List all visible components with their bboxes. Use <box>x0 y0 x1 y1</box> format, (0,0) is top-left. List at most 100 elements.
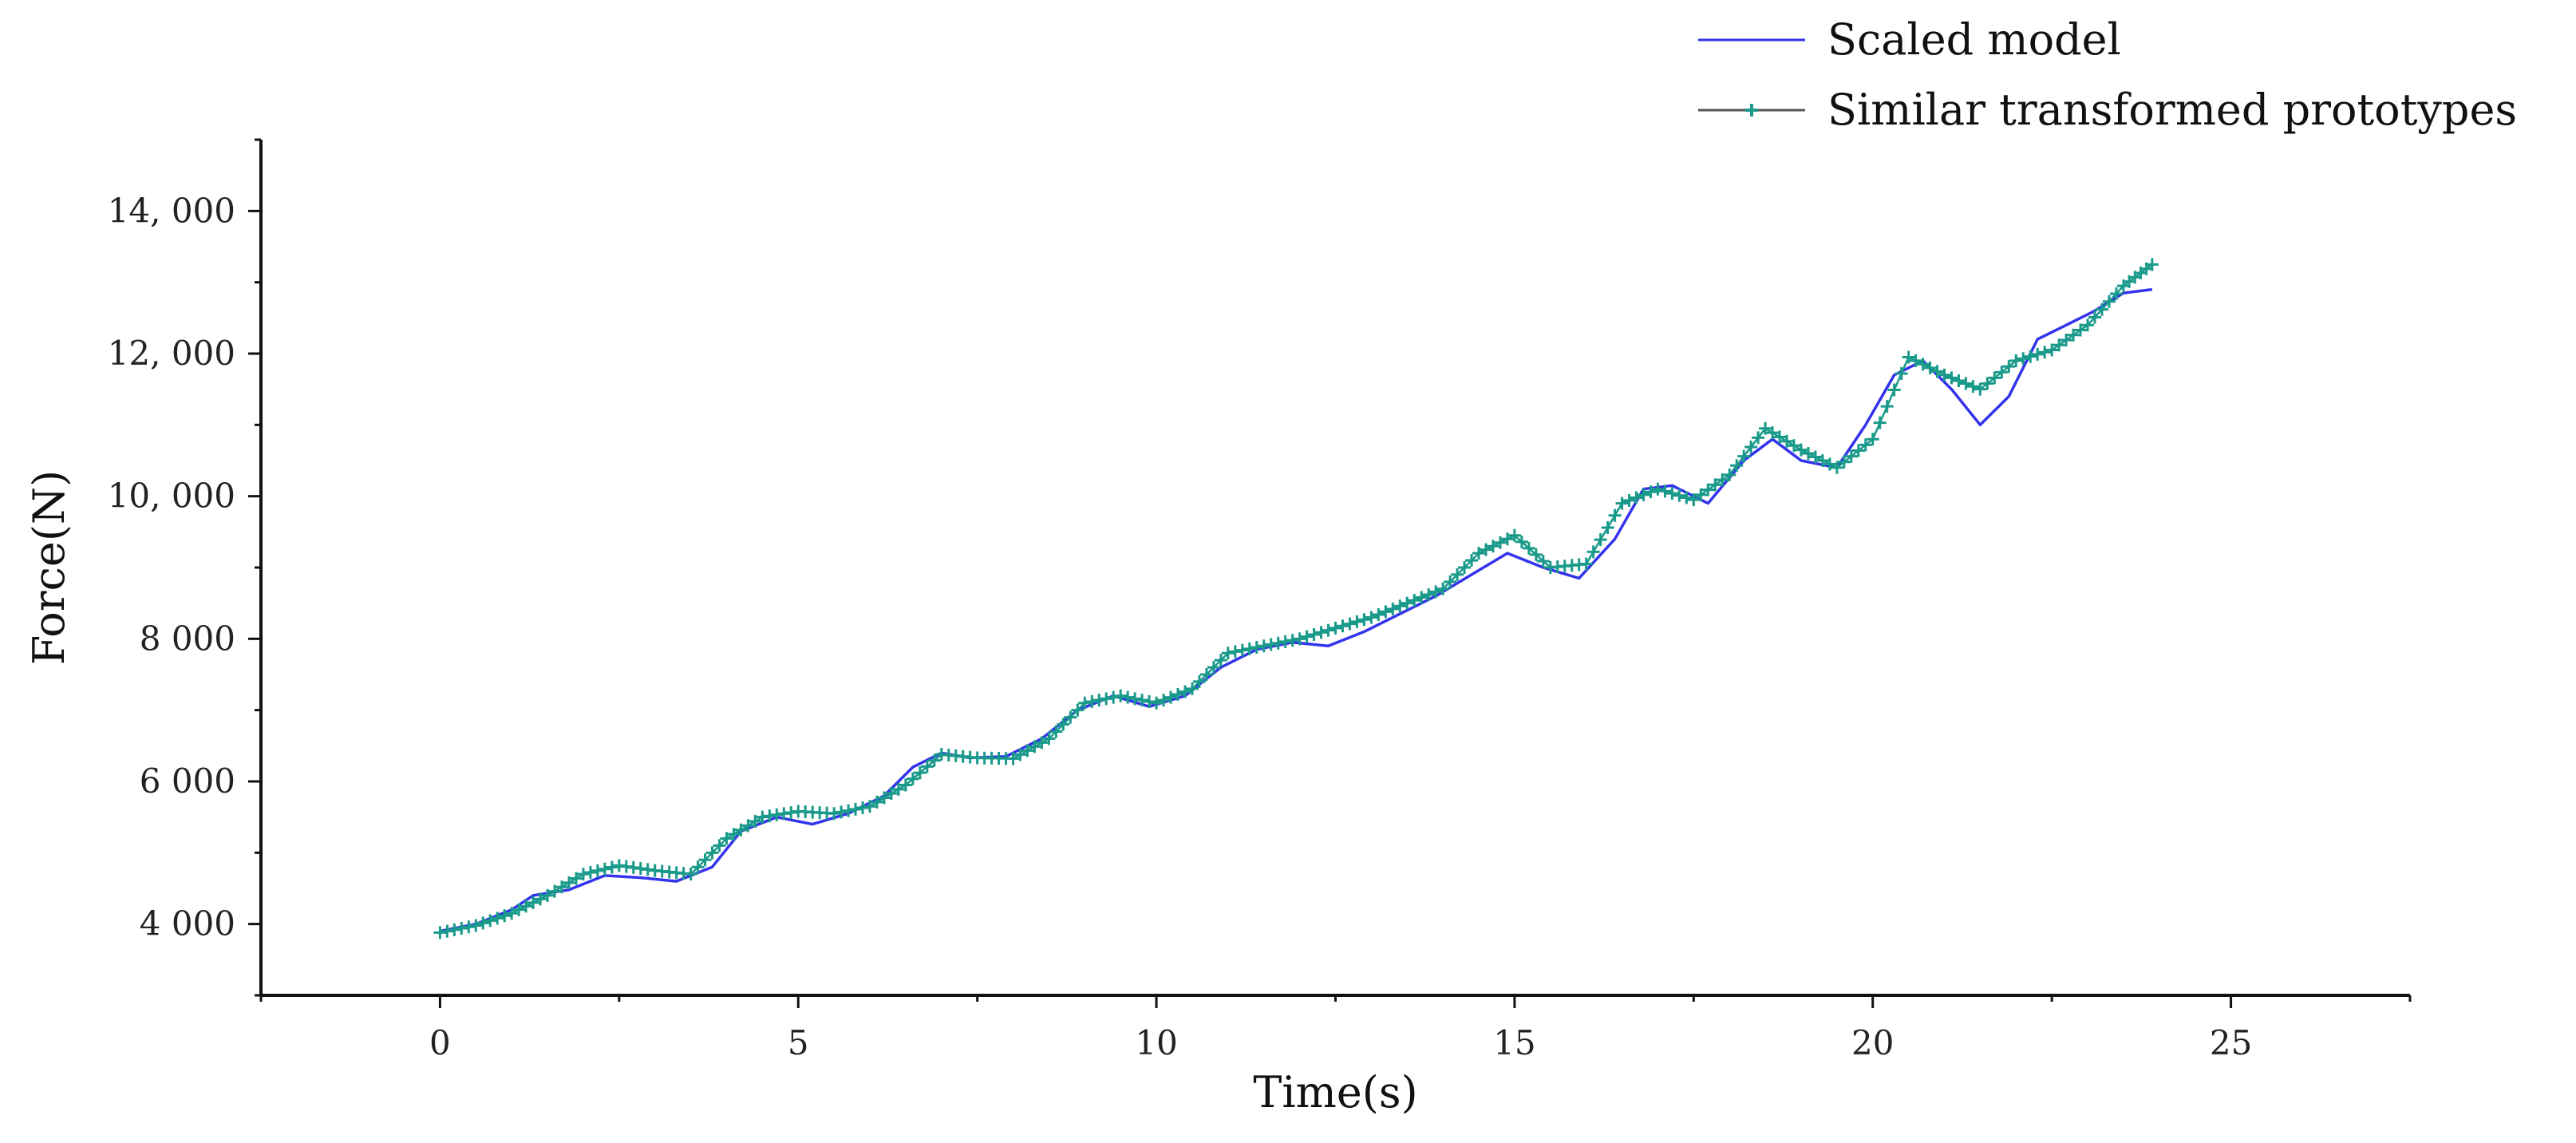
x-tick-label: 15 <box>1493 1023 1535 1062</box>
x-tick-label: 10 <box>1135 1023 1177 1062</box>
series-point-similar-prototypes <box>1801 447 1815 461</box>
series-point-similar-prototypes <box>1723 468 1736 481</box>
series-point-similar-prototypes <box>1207 661 1220 674</box>
series-point-similar-prototypes <box>562 876 575 889</box>
series-point-similar-prototypes <box>1830 461 1843 474</box>
series-point-similar-prototypes <box>555 880 569 894</box>
series-point-similar-prototypes <box>842 804 855 817</box>
series-point-similar-prototypes <box>1773 430 1787 444</box>
series-point-similar-prototypes <box>1408 594 1421 607</box>
series-point-similar-prototypes <box>541 888 555 902</box>
series-point-similar-prototypes <box>1021 744 1034 757</box>
series-point-similar-prototypes <box>1235 643 1249 657</box>
legend: Scaled model Similar transformed prototy… <box>1698 14 2517 135</box>
series-point-similar-prototypes <box>1658 484 1672 498</box>
series-point-similar-prototypes <box>1143 694 1156 708</box>
series-point-similar-prototypes <box>1278 635 1292 648</box>
series-point-similar-prototypes <box>1057 718 1070 731</box>
series-point-similar-prototypes <box>1622 494 1636 508</box>
series-point-similar-prototypes <box>1357 613 1371 627</box>
series-point-similar-prototypes <box>2081 318 2095 332</box>
series-point-similar-prototypes <box>1651 482 1665 496</box>
series-point-similar-prototypes <box>1480 543 1493 556</box>
series-point-similar-prototypes <box>1257 639 1270 653</box>
y-tick-label: 8 000 <box>140 619 235 658</box>
series-point-similar-prototypes <box>1859 438 1872 452</box>
series-point-similar-prototypes <box>741 819 755 833</box>
series-point-similar-prototypes <box>1128 692 1142 706</box>
series-point-similar-prototypes <box>1637 488 1650 501</box>
series-point-similar-prototypes <box>1013 748 1027 761</box>
series-point-similar-prototypes <box>2102 295 2116 308</box>
series-point-similar-prototypes <box>1887 383 1901 397</box>
series-point-similar-prototypes <box>1078 696 1092 710</box>
series-point-similar-prototypes <box>484 914 497 927</box>
series-point-similar-prototypes <box>1350 615 1364 628</box>
series-point-similar-prototypes <box>1716 473 1729 487</box>
series-point-similar-prototypes <box>1178 685 1191 698</box>
series-point-similar-prototypes <box>1586 545 1600 559</box>
series-point-similar-prototypes <box>1451 568 1464 581</box>
series-point-similar-prototypes <box>1973 382 1987 396</box>
series-point-similar-prototypes <box>913 766 926 780</box>
series-point-similar-prototypes <box>1701 483 1715 496</box>
series-point-similar-prototypes <box>2024 350 2037 363</box>
series-point-similar-prototypes <box>548 884 562 898</box>
y-tick-label: 12, 000 <box>108 334 235 373</box>
series-layer <box>433 258 2159 939</box>
series-point-similar-prototypes <box>469 919 483 932</box>
series-point-similar-prototypes <box>1393 599 1407 613</box>
series-point-similar-prototypes <box>1851 444 1865 457</box>
series-point-similar-prototypes <box>1988 371 2001 385</box>
series-point-similar-prototypes <box>1780 434 1794 448</box>
series-point-similar-prototypes <box>1199 668 1213 681</box>
legend-label-similar-prototypes: Similar transformed prototypes <box>1827 85 2517 135</box>
series-point-similar-prototypes <box>734 823 748 836</box>
series-point-similar-prototypes <box>512 903 526 916</box>
series-point-similar-prototypes <box>1752 431 1765 445</box>
series-point-similar-prototypes <box>2067 328 2080 342</box>
series-point-similar-prototypes <box>1264 638 1278 651</box>
y-tick-label: 4 000 <box>140 904 235 943</box>
series-point-similar-prototypes <box>891 782 905 796</box>
series-point-similar-prototypes <box>906 772 919 785</box>
series-point-similar-prototypes <box>1085 694 1099 708</box>
series-point-similar-prototypes <box>1615 496 1629 510</box>
series-point-similar-prototypes <box>1401 596 1414 610</box>
series-point-similar-prototypes <box>1121 690 1135 704</box>
series-point-similar-prototypes <box>1952 374 1966 387</box>
series-point-similar-prototypes <box>1444 575 1457 588</box>
series-point-similar-prototypes <box>1365 611 1378 624</box>
series-point-similar-prototypes <box>899 778 912 792</box>
series-point-similar-prototypes <box>1788 439 1801 453</box>
series-point-similar-prototypes <box>1894 367 1908 381</box>
series-point-similar-prototypes <box>1458 561 1472 574</box>
series-point-similar-prototypes <box>1336 619 1349 633</box>
series-point-similar-prototypes <box>835 805 848 819</box>
series-point-similar-prototypes <box>1515 535 1528 548</box>
series-point-similar-prototypes <box>1665 487 1679 500</box>
series-point-similar-prototypes <box>1680 491 1693 504</box>
series-point-similar-prototypes <box>1486 540 1499 553</box>
series-point-similar-prototypes <box>1422 587 1436 601</box>
series-point-similar-prototypes <box>1579 557 1593 571</box>
series-point-similar-prototypes <box>1959 377 1973 390</box>
series-point-similar-prototypes <box>1938 368 1951 382</box>
legend-marker-similar-prototypes <box>1745 104 1758 117</box>
series-point-similar-prototypes <box>2053 338 2066 352</box>
series-point-similar-prototypes <box>1164 690 1178 704</box>
series-point-similar-prototypes <box>920 760 934 773</box>
series-point-similar-prototypes <box>433 926 447 939</box>
series-point-similar-prototypes <box>927 753 941 767</box>
series-point-similar-prototypes <box>1314 626 1328 639</box>
series-point-similar-prototypes <box>1866 433 1879 446</box>
series-point-similar-prototypes <box>884 787 898 801</box>
series-point-similar-prototypes <box>1372 607 1385 621</box>
series-point-similar-prototypes <box>1808 450 1822 464</box>
series-point-similar-prototypes <box>1759 421 1772 435</box>
series-point-similar-prototypes <box>2031 347 2045 361</box>
series-point-similar-prototypes <box>1744 441 1758 454</box>
series-point-similar-prototypes <box>1042 732 1056 746</box>
series-point-similar-prototypes <box>1185 682 1199 695</box>
series-point-similar-prototypes <box>2009 354 2023 367</box>
